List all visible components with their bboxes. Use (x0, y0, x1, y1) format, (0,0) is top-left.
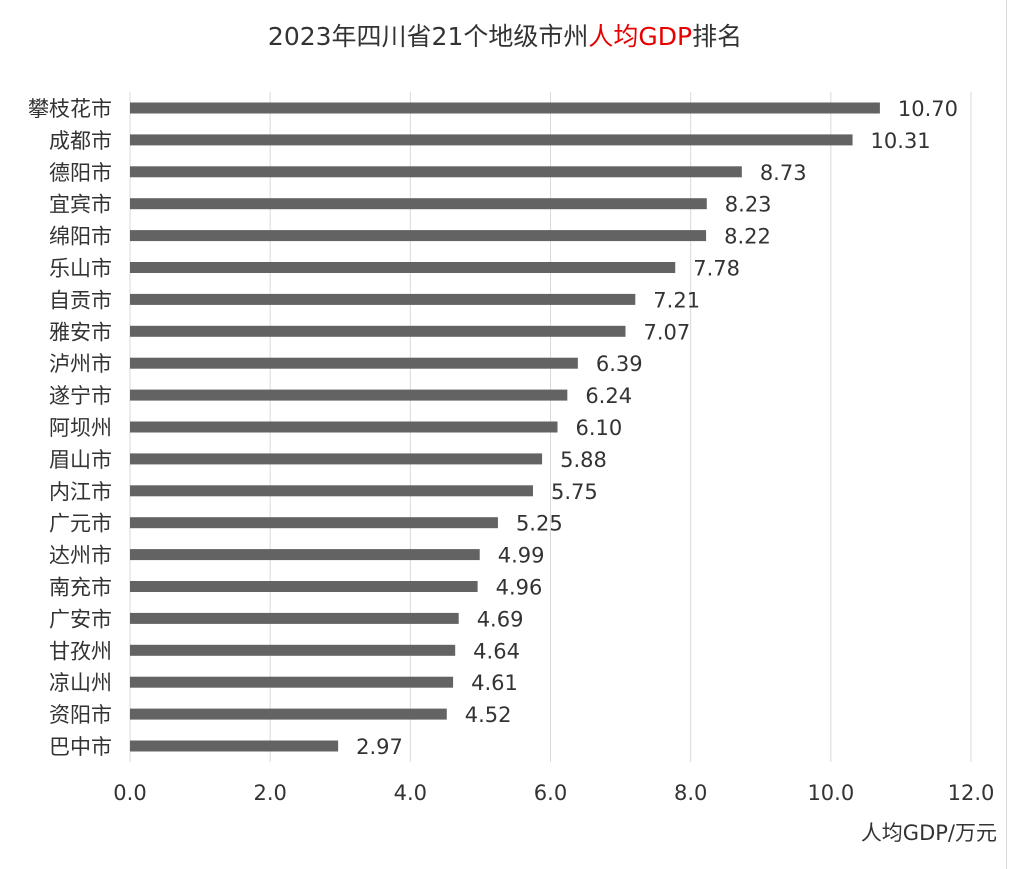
bar (130, 453, 543, 465)
bar (130, 262, 676, 273)
bar (130, 644, 456, 656)
category-label: 广元市 (49, 512, 112, 536)
x-tick-label: 2.0 (253, 781, 286, 805)
x-tick-label: 10.0 (807, 781, 854, 805)
x-tick-label: 8.0 (674, 781, 707, 805)
bar (130, 676, 454, 688)
value-label: 7.21 (653, 288, 700, 312)
value-labels: 10.70 10.31 8.73 8.23 8.22 7.78 7.21 7.076.39 6.… (356, 97, 958, 759)
value-label: 5.25 (516, 512, 563, 536)
category-label: 泸州市 (49, 352, 112, 376)
bar (130, 293, 636, 305)
value-label: 8.73 (760, 161, 807, 185)
x-tick-label: 4.0 (394, 781, 427, 805)
value-label: 7.07 (643, 320, 690, 344)
category-label: 巴中市 (49, 735, 112, 759)
bar (130, 102, 880, 114)
chart-title-part: 人均GDP (588, 22, 692, 51)
category-label: 内江市 (49, 480, 112, 504)
category-label: 遂宁市 (49, 384, 112, 408)
value-label: 5.75 (551, 480, 598, 504)
x-tick-label: 6.0 (534, 781, 567, 805)
category-label: 凉山州 (49, 671, 112, 695)
value-label: 4.61 (471, 671, 518, 695)
category-label: 宜宾市 (49, 193, 112, 217)
chart-border (1006, 0, 1007, 869)
bar (130, 421, 558, 433)
bar (130, 581, 478, 592)
category-label: 德阳市 (49, 161, 112, 185)
x-tick-label: 12.0 (948, 781, 995, 805)
value-label: 5.88 (560, 448, 607, 472)
chart-title: 2023年四川省21个地级市州人均GDP排名 (268, 22, 742, 51)
value-label: 2.97 (356, 735, 403, 759)
bar (130, 612, 459, 624)
category-label: 自贡市 (49, 288, 112, 312)
bar (130, 134, 853, 146)
chart-title-part: 2023年四川省21个地级市州 (268, 22, 588, 51)
value-label: 8.22 (724, 225, 771, 249)
bar (130, 166, 742, 178)
value-label: 4.96 (496, 576, 543, 600)
bar (130, 325, 626, 337)
bars (130, 102, 880, 752)
category-label: 南充市 (49, 576, 112, 600)
value-label: 7.78 (693, 257, 740, 281)
value-label: 6.24 (585, 384, 632, 408)
bar (130, 389, 568, 401)
category-label: 阿坝州 (49, 416, 112, 440)
value-label: 10.31 (871, 129, 931, 153)
bar (130, 198, 707, 210)
value-label: 8.23 (725, 193, 772, 217)
value-label: 6.39 (596, 352, 643, 376)
value-label: 4.64 (473, 639, 520, 663)
category-label: 成都市 (49, 129, 112, 153)
bar (130, 740, 339, 752)
value-label: 4.69 (477, 607, 524, 631)
x-axis-label: 人均GDP/万元 (861, 821, 997, 845)
category-label: 甘孜州 (49, 639, 112, 663)
value-label: 10.70 (898, 97, 958, 121)
category-label: 广安市 (49, 607, 112, 631)
category-label: 攀枝花市 (28, 97, 112, 121)
bar (130, 485, 533, 497)
bar (130, 549, 480, 561)
value-label: 4.52 (465, 703, 512, 727)
x-axis-ticks: 0.0 2.0 4.0 6.0 8.0 10.0 12.0 (113, 781, 994, 805)
bar (130, 708, 447, 720)
bar (130, 357, 578, 369)
category-label: 达州市 (49, 544, 112, 568)
category-label: 乐山市 (49, 257, 112, 281)
chart-title-part: 排名 (692, 22, 742, 51)
value-label: 4.99 (498, 544, 545, 568)
category-label: 资阳市 (49, 703, 112, 727)
category-label: 绵阳市 (49, 225, 112, 249)
category-label: 眉山市 (49, 448, 112, 472)
bar (130, 230, 707, 242)
x-tick-label: 0.0 (113, 781, 146, 805)
category-label: 雅安市 (49, 320, 112, 344)
category-labels: 攀枝花市成都市德阳市宜宾市绵阳市乐山市自贡市雅安市泸州市遂宁市阿坝州眉山市内江市… (28, 97, 112, 759)
value-label: 6.10 (576, 416, 623, 440)
bar (130, 517, 498, 529)
